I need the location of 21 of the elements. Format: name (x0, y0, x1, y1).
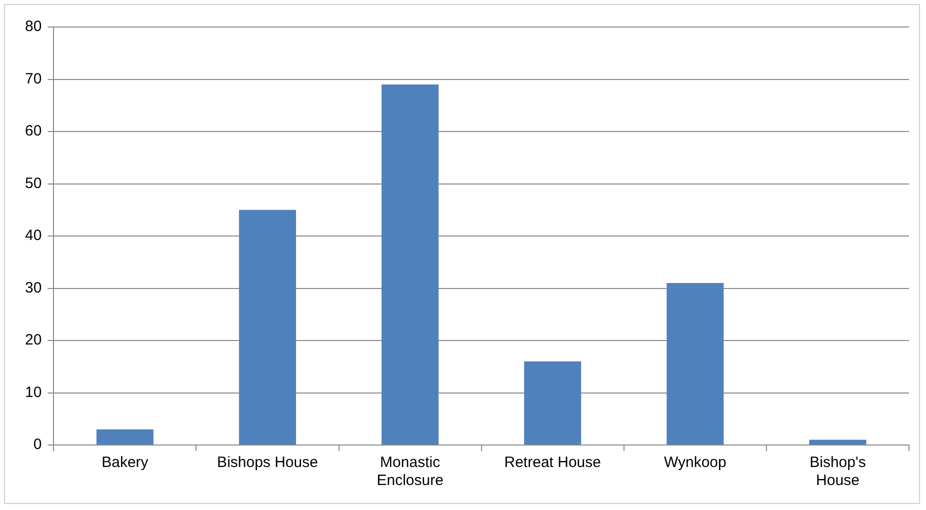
bar (666, 283, 724, 444)
x-tick-label: Wynkoop (664, 454, 726, 472)
y-tick-label: 30 (24, 279, 42, 296)
y-tick-label: 20 (24, 332, 42, 349)
y-tick-label: 40 (24, 227, 42, 244)
x-tick-label: Monastic Enclosure (376, 454, 444, 490)
x-tick-label: Bishop's House (810, 454, 866, 490)
bar (96, 429, 154, 444)
bar (524, 361, 582, 444)
bar (809, 440, 866, 444)
bar (239, 210, 296, 444)
y-tick-label: 0 (33, 436, 42, 454)
x-tick-label: Bakery (102, 454, 149, 472)
y-tick-label: 50 (24, 174, 42, 192)
x-tick-label: Bishops House (217, 454, 318, 472)
x-tick-label: Retreat House (504, 454, 601, 472)
y-tick-label: 70 (24, 70, 42, 88)
y-tick-label: 10 (24, 384, 42, 401)
bar (382, 84, 439, 444)
y-tick-label: 80 (24, 18, 42, 36)
y-tick-label: 60 (24, 122, 42, 140)
